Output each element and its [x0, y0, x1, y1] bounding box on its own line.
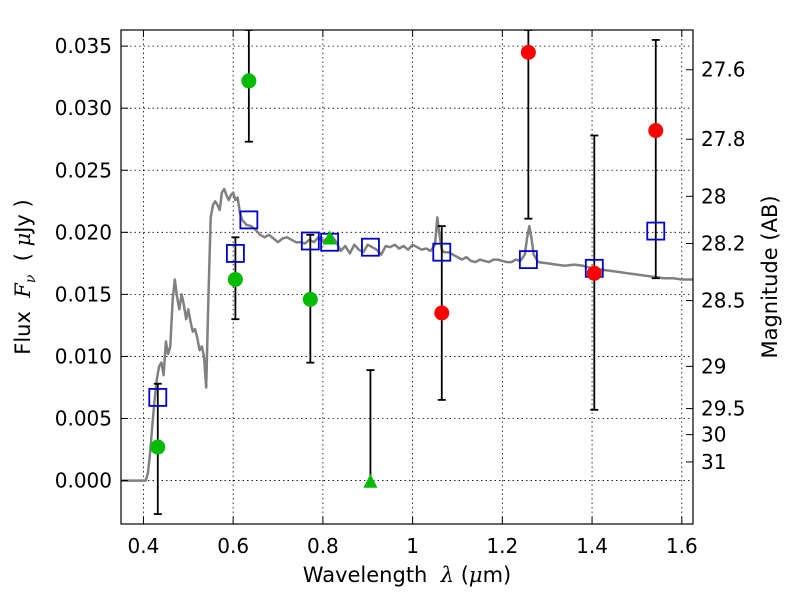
observed-point-green — [241, 73, 257, 89]
y-axis-ticks: 0.000 0.005 0.010 0.015 0.020 0.025 0.030 0.035 — [55, 34, 128, 493]
model-flux-square — [239, 210, 259, 230]
observed-limit-triangle — [322, 230, 337, 245]
y2-tick-label: 27.8 — [701, 127, 746, 151]
y-tick-label: 0.030 — [55, 96, 112, 120]
y-tick-label: 0.025 — [55, 158, 112, 182]
y2-tick-label: 28.5 — [701, 289, 746, 313]
x-tick-label: 0.6 — [217, 534, 249, 558]
plot-frame — [120, 29, 694, 525]
observed-limit-triangle — [363, 473, 378, 488]
y-axis-label: Flux Fν ( μJy ) — [11, 199, 39, 354]
y-tick-label: 0.005 — [55, 406, 112, 430]
sed-model-line — [121, 187, 693, 482]
y-tick-label: 0.015 — [55, 282, 112, 306]
y-tick-label: 0.035 — [55, 34, 112, 58]
observed-point-green — [150, 439, 166, 455]
observed-point-green — [227, 271, 243, 287]
x-tick-label: 1.2 — [486, 534, 518, 558]
x-axis-ticks: 0.4 0.6 0.8 1 1.2 1.4 1.6 — [128, 30, 698, 558]
y2-tick-label: 28.2 — [701, 231, 746, 255]
model-flux-square — [300, 231, 320, 251]
error-bar — [651, 39, 660, 280]
y2-axis-ticks: 27.6 27.8 28 28.2 28.5 29 29.530 31 — [686, 58, 746, 474]
observed-point-red — [586, 265, 602, 281]
model-flux-square — [361, 237, 380, 257]
x-tick-label: 1.6 — [666, 534, 698, 558]
x-tick-label: 0.4 — [128, 534, 160, 558]
x-tick-label: 1.4 — [576, 534, 608, 558]
observed-point-green — [302, 291, 318, 307]
y-tick-label: 0.000 — [55, 469, 112, 493]
error-bars — [153, 30, 660, 515]
model-flux-square — [148, 387, 168, 407]
y2-tick-label: 27.6 — [701, 58, 746, 82]
error-bar — [366, 369, 375, 487]
grid — [121, 30, 693, 524]
y2-tick-label: 30 — [701, 423, 726, 447]
model-flux-square — [646, 221, 666, 241]
model-flux-markers — [148, 210, 666, 407]
x-tick-label: 1 — [406, 534, 419, 558]
y2-axis-label: Magnitude (AB) — [758, 195, 782, 358]
x-tick-label: 0.8 — [307, 534, 339, 558]
y2-tick-label: 31 — [701, 450, 726, 474]
model-flux-square — [225, 244, 245, 263]
y2-tick-label: 28 — [701, 184, 726, 208]
y2-tick-label: 29 — [701, 354, 726, 378]
error-bar — [524, 30, 533, 220]
observed-point-red — [520, 44, 536, 60]
observed-point-red — [434, 305, 450, 321]
observed-flux-markers — [150, 44, 664, 488]
model-flux-square — [432, 242, 452, 262]
model-flux-square — [518, 250, 538, 270]
y-tick-label: 0.010 — [55, 344, 112, 368]
x-axis-label: Wavelength λ (μm) — [303, 563, 511, 587]
y2-tick-label: 29.5 — [701, 397, 746, 421]
observed-point-red — [648, 123, 664, 139]
y-tick-label: 0.020 — [55, 220, 112, 244]
